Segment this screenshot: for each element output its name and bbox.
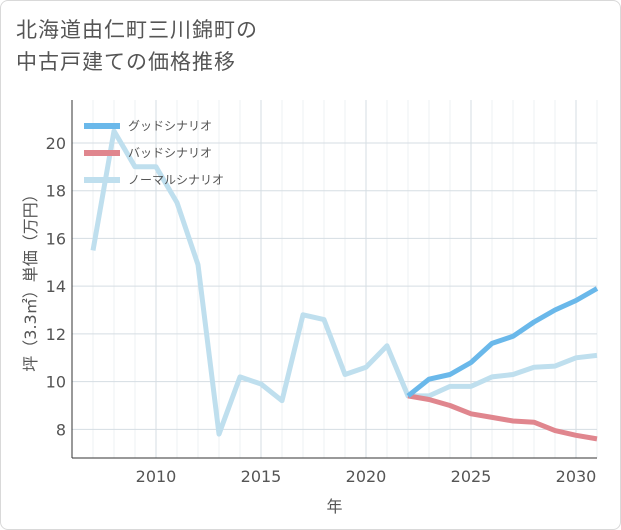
series-line-0 xyxy=(406,286,599,398)
axes xyxy=(71,100,597,459)
y-tick-label: 12 xyxy=(46,325,66,344)
x-tick-label: 2020 xyxy=(346,467,387,486)
x-axis-label: 年 xyxy=(326,497,342,516)
legend-label-1: バッドシナリオ xyxy=(128,146,212,160)
chart-title-line-2: 中古戸建ての価格推移 xyxy=(16,50,236,74)
y-tick-label: 18 xyxy=(46,182,66,201)
y-tick-label: 16 xyxy=(46,229,66,248)
grid-lines xyxy=(71,100,598,458)
series-line-1 xyxy=(407,393,598,442)
x-tick-label: 2025 xyxy=(451,467,492,486)
series-lines xyxy=(90,128,599,442)
chart-title: 北海道由仁町三川錦町の 中古戸建ての価格推移 xyxy=(16,14,258,78)
series-line-2 xyxy=(90,128,598,437)
x-tick-label: 2010 xyxy=(136,467,177,486)
y-tick-label: 14 xyxy=(46,277,66,296)
legend-label-2: ノーマルシナリオ xyxy=(128,173,224,187)
y-tick-label: 8 xyxy=(56,420,66,439)
y-tick-label: 10 xyxy=(46,373,66,392)
x-tick-label: 2015 xyxy=(241,467,282,486)
y-tick-label: 20 xyxy=(46,134,66,153)
chart-title-line-1: 北海道由仁町三川錦町の xyxy=(16,18,258,42)
x-tick-label: 2030 xyxy=(556,467,597,486)
plot-area xyxy=(72,100,597,458)
tick-labels: 2010 2015 2020 2025 2030 8 10 12 14 16 18 20 xyxy=(46,134,597,486)
y-axis-label: 坪（3.3㎡）単価（万円） xyxy=(21,186,40,371)
legend-label-0: グッドシナリオ xyxy=(128,119,212,133)
